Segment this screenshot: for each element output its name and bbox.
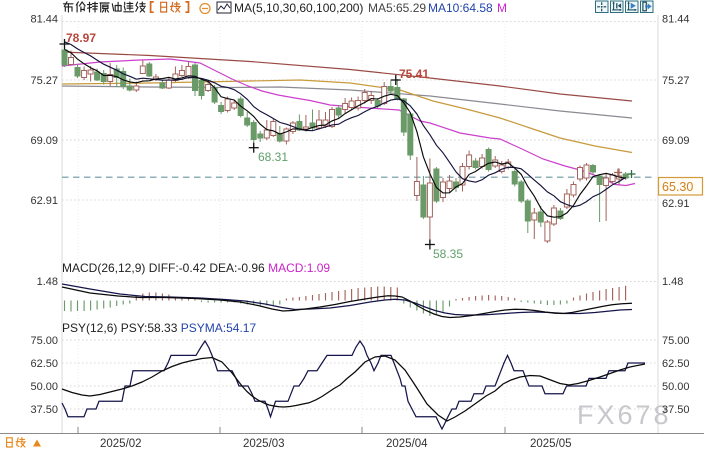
svg-text:37.50: 37.50	[30, 404, 58, 416]
svg-text:37.50: 37.50	[662, 404, 690, 416]
svg-text:75.00: 75.00	[662, 335, 690, 347]
svg-text:2025/04: 2025/04	[386, 438, 428, 450]
svg-text:1.48: 1.48	[662, 276, 683, 288]
svg-text:FX678: FX678	[577, 400, 672, 430]
svg-text:MA5:65.29: MA5:65.29	[368, 1, 426, 15]
svg-text:M: M	[497, 1, 507, 15]
svg-text:68.31: 68.31	[258, 150, 288, 164]
svg-text:MA10:64.58: MA10:64.58	[428, 1, 493, 15]
svg-text:75.00: 75.00	[30, 335, 58, 347]
svg-text:MA(5,10,30,60,100,200): MA(5,10,30,60,100,200)	[234, 1, 363, 15]
svg-text:75.27: 75.27	[30, 75, 58, 87]
svg-text:2025/05: 2025/05	[530, 438, 572, 450]
svg-text:65.30: 65.30	[662, 180, 693, 194]
svg-text:62.91: 62.91	[662, 198, 690, 210]
svg-text:50.00: 50.00	[30, 381, 58, 393]
svg-text:75.41: 75.41	[399, 67, 429, 81]
svg-text:PSY(12,6) PSY:58.33 PSYMA:54.: PSY(12,6) PSY:58.33 PSYMA:54.17	[62, 321, 256, 335]
svg-text:69.09: 69.09	[30, 135, 58, 147]
svg-text:1.48: 1.48	[37, 276, 58, 288]
svg-text:81.44: 81.44	[662, 14, 690, 26]
svg-text:78.97: 78.97	[66, 31, 96, 45]
svg-text:81.44: 81.44	[30, 14, 58, 26]
svg-text:69.09: 69.09	[662, 135, 690, 147]
svg-text:58.35: 58.35	[433, 247, 463, 261]
svg-text:62.50: 62.50	[662, 358, 690, 370]
svg-text:2025/03: 2025/03	[243, 438, 285, 450]
svg-text:75.27: 75.27	[662, 75, 690, 87]
svg-text:2025/02: 2025/02	[100, 438, 142, 450]
svg-text:50.00: 50.00	[662, 381, 690, 393]
svg-text:MACD(26,12,9) DIFF:-0.42 DEA:: MACD(26,12,9) DIFF:-0.42 DEA:-0.96 MACD:…	[62, 261, 330, 275]
svg-text:62.50: 62.50	[30, 358, 58, 370]
svg-text:62.91: 62.91	[30, 195, 58, 207]
